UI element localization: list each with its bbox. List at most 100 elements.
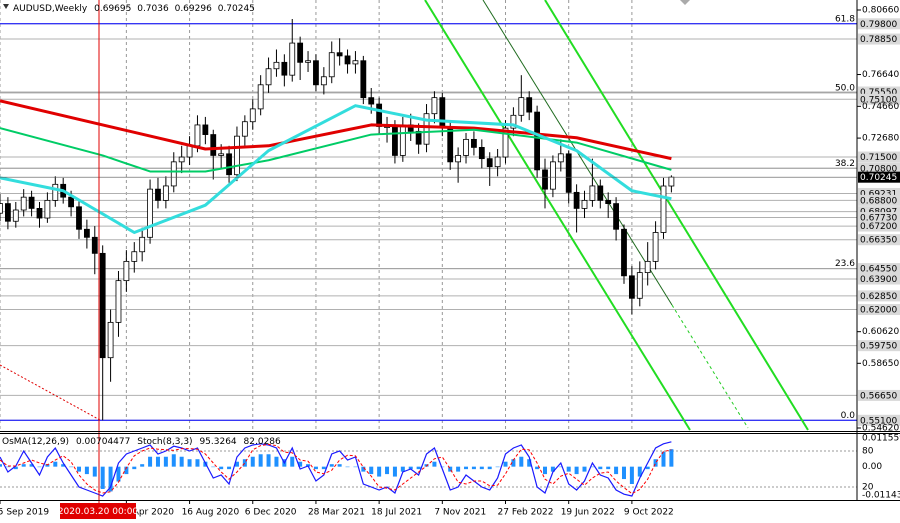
candle-body (542, 169, 548, 190)
level-label-box (858, 263, 900, 275)
chart-header: AUDUSD,Weekly 0.69695 0.7036 0.69296 0.7… (13, 4, 255, 14)
candle-body (0, 203, 3, 214)
level-label-box (858, 414, 900, 426)
current-price-label: 0.70245 (860, 173, 897, 183)
osma-bar (558, 466, 563, 468)
osma-bar (598, 466, 603, 470)
osma-bar (464, 466, 469, 470)
stoch-main-value: 95.3264 (199, 437, 236, 447)
x-tick-label: 15 Sep 2019 (0, 508, 49, 518)
moving-averages (0, 99, 857, 234)
level-label: 0.59750 (860, 342, 897, 352)
x-tick-label: 27 Feb 2022 (498, 508, 554, 518)
osma-bar (456, 466, 461, 472)
osma-bar (511, 459, 516, 467)
stoch-tick-label: 20 (862, 483, 874, 493)
osma-value: 0.00704477 (76, 437, 130, 447)
candle-body (186, 145, 193, 158)
y-tick-label: 0.60620 (862, 327, 899, 337)
level-label: 0.64550 (860, 265, 897, 275)
osma-bar (258, 454, 263, 467)
moving-average (0, 104, 672, 234)
trade-icon[interactable] (680, 0, 690, 5)
level-label: 0.62000 (860, 306, 897, 316)
osma-bar (195, 459, 200, 467)
osma-bar (116, 466, 121, 482)
candle-body (526, 97, 533, 113)
level-label-box (858, 234, 900, 246)
level-label: 0.56650 (860, 391, 897, 401)
osma-bar (211, 466, 216, 468)
osma-bar (84, 466, 89, 475)
candle-body (162, 185, 169, 201)
level-label-box (858, 162, 900, 174)
candle-body (218, 153, 225, 156)
candle-body (336, 52, 343, 57)
osma-bar (61, 464, 66, 467)
osma-bar (234, 461, 239, 467)
candle-body (265, 68, 272, 86)
osma-bar (479, 466, 484, 470)
osma-bar (353, 466, 358, 468)
level-label-box (858, 206, 900, 218)
candle-body (20, 196, 27, 211)
candle-body (652, 232, 659, 262)
level-label: 0.67730 (860, 214, 897, 224)
y-tick-label: 0.72680 (862, 134, 899, 144)
osma-bar (448, 466, 453, 472)
stoch-main (0, 441, 672, 497)
osma-bar (495, 466, 500, 468)
candle-body (589, 185, 596, 201)
osma-bar (582, 466, 587, 472)
candle-body (636, 272, 643, 299)
stoch-signal-value: 82.0286 (244, 437, 281, 447)
candle-body (313, 60, 319, 86)
candle-body (320, 76, 327, 86)
osma-bar (392, 466, 397, 477)
candle-body (76, 206, 82, 230)
level-label: 0.71500 (860, 153, 897, 163)
axes: 15 Sep 2019 26 Apr 2020 16 Aug 2020 6 Dec 2… (0, 6, 900, 518)
candle-body (565, 153, 572, 193)
ohlc-low: 0.69296 (175, 4, 212, 14)
candle-body (368, 97, 375, 105)
candle-body (478, 147, 485, 160)
candle-body (115, 280, 122, 323)
candle-body (328, 52, 335, 78)
osma-bar (171, 454, 176, 467)
level-label-box (858, 151, 900, 163)
candle-body (273, 61, 280, 70)
candle-body (463, 138, 469, 156)
candle-body (226, 153, 232, 176)
ohlc-open: 0.69695 (94, 4, 131, 14)
osma-bar (590, 466, 595, 468)
osma-bar (250, 456, 255, 467)
fib-label: 23.6 (835, 259, 855, 269)
osma-bar (179, 456, 184, 467)
level-label: 0.69231 (860, 189, 897, 199)
candle-body (210, 134, 217, 156)
level-label: 0.68800 (860, 196, 897, 206)
stoch-label: Stoch(8,3,3) (137, 437, 192, 447)
ohlc-high: 0.7036 (137, 4, 169, 14)
candle-body (52, 183, 59, 201)
osma-bar (329, 464, 334, 467)
channel-line (424, 0, 691, 431)
level-label: 0.79800 (860, 20, 897, 30)
x-tick-label: 19 Jun 2022 (561, 508, 615, 518)
candle-body (660, 185, 667, 233)
osma-tick-label: 0.00 (862, 462, 882, 472)
levels (0, 0, 857, 431)
osma-bar (566, 466, 571, 472)
candle-body (155, 188, 161, 201)
stoch-signal (0, 443, 672, 495)
candle-body (178, 156, 185, 163)
candle-body (36, 208, 43, 219)
x-tick-label: 7 Nov 2021 (434, 508, 486, 518)
osma-bar (100, 466, 105, 489)
osma-bar (313, 466, 318, 470)
osma-bar (242, 459, 247, 467)
main-plot (0, 0, 857, 431)
osma-tick-label: 0.0115593 (862, 434, 900, 444)
x-tick-label: 16 Aug 2020 (182, 508, 240, 518)
